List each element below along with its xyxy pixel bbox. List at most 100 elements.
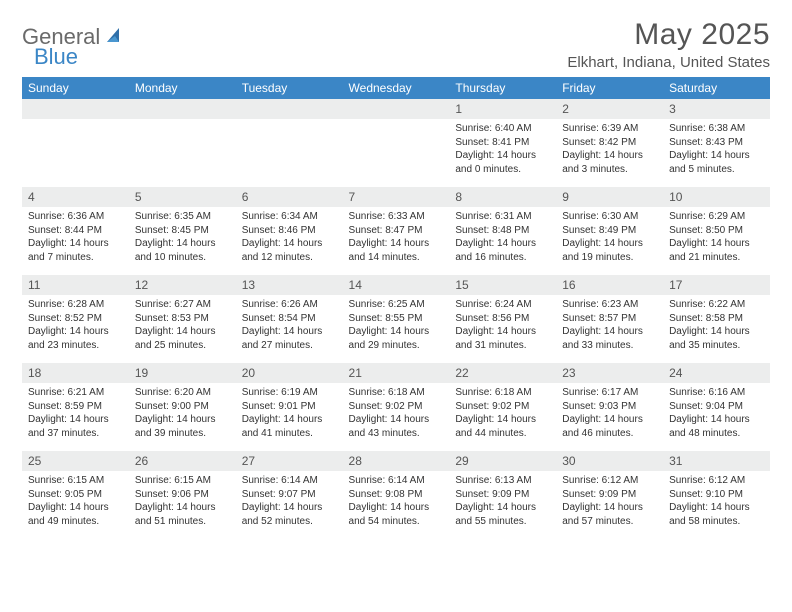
daylight-text: Daylight: 14 hours and 46 minutes. xyxy=(562,413,657,440)
daylight-text: Daylight: 14 hours and 52 minutes. xyxy=(242,501,337,528)
day-number: 14 xyxy=(343,275,450,295)
day-body: Sunrise: 6:18 AMSunset: 9:02 PMDaylight:… xyxy=(343,383,450,444)
calendar-cell: 30Sunrise: 6:12 AMSunset: 9:09 PMDayligh… xyxy=(556,451,663,539)
daylight-text: Daylight: 14 hours and 44 minutes. xyxy=(455,413,550,440)
brand-part2: Blue xyxy=(34,44,78,70)
weekday-header: Wednesday xyxy=(343,77,450,99)
sunset-text: Sunset: 9:02 PM xyxy=(349,400,444,414)
day-body: Sunrise: 6:12 AMSunset: 9:10 PMDaylight:… xyxy=(663,471,770,532)
day-number: 28 xyxy=(343,451,450,471)
calendar-row: 11Sunrise: 6:28 AMSunset: 8:52 PMDayligh… xyxy=(22,275,770,363)
day-number xyxy=(22,99,129,119)
day-number: 24 xyxy=(663,363,770,383)
day-body: Sunrise: 6:13 AMSunset: 9:09 PMDaylight:… xyxy=(449,471,556,532)
sunset-text: Sunset: 8:45 PM xyxy=(135,224,230,238)
calendar-cell: 19Sunrise: 6:20 AMSunset: 9:00 PMDayligh… xyxy=(129,363,236,451)
sunrise-text: Sunrise: 6:17 AM xyxy=(562,386,657,400)
location-text: Elkhart, Indiana, United States xyxy=(567,54,770,71)
sunrise-text: Sunrise: 6:16 AM xyxy=(669,386,764,400)
sunset-text: Sunset: 9:00 PM xyxy=(135,400,230,414)
sunset-text: Sunset: 9:10 PM xyxy=(669,488,764,502)
sunrise-text: Sunrise: 6:38 AM xyxy=(669,122,764,136)
day-body: Sunrise: 6:29 AMSunset: 8:50 PMDaylight:… xyxy=(663,207,770,268)
sunset-text: Sunset: 9:08 PM xyxy=(349,488,444,502)
day-body: Sunrise: 6:28 AMSunset: 8:52 PMDaylight:… xyxy=(22,295,129,356)
day-number: 10 xyxy=(663,187,770,207)
day-number: 7 xyxy=(343,187,450,207)
day-body: Sunrise: 6:24 AMSunset: 8:56 PMDaylight:… xyxy=(449,295,556,356)
daylight-text: Daylight: 14 hours and 49 minutes. xyxy=(28,501,123,528)
sunset-text: Sunset: 9:07 PM xyxy=(242,488,337,502)
weekday-header: Saturday xyxy=(663,77,770,99)
sunset-text: Sunset: 8:55 PM xyxy=(349,312,444,326)
calendar-cell: 2Sunrise: 6:39 AMSunset: 8:42 PMDaylight… xyxy=(556,99,663,187)
sunrise-text: Sunrise: 6:12 AM xyxy=(562,474,657,488)
calendar-cell: 23Sunrise: 6:17 AMSunset: 9:03 PMDayligh… xyxy=(556,363,663,451)
day-number: 12 xyxy=(129,275,236,295)
sunrise-text: Sunrise: 6:40 AM xyxy=(455,122,550,136)
sunrise-text: Sunrise: 6:15 AM xyxy=(135,474,230,488)
day-body: Sunrise: 6:39 AMSunset: 8:42 PMDaylight:… xyxy=(556,119,663,180)
sunrise-text: Sunrise: 6:18 AM xyxy=(455,386,550,400)
daylight-text: Daylight: 14 hours and 35 minutes. xyxy=(669,325,764,352)
sunrise-text: Sunrise: 6:14 AM xyxy=(349,474,444,488)
daylight-text: Daylight: 14 hours and 25 minutes. xyxy=(135,325,230,352)
day-body: Sunrise: 6:21 AMSunset: 8:59 PMDaylight:… xyxy=(22,383,129,444)
daylight-text: Daylight: 14 hours and 7 minutes. xyxy=(28,237,123,264)
day-body: Sunrise: 6:36 AMSunset: 8:44 PMDaylight:… xyxy=(22,207,129,268)
calendar-cell: 6Sunrise: 6:34 AMSunset: 8:46 PMDaylight… xyxy=(236,187,343,275)
day-body: Sunrise: 6:17 AMSunset: 9:03 PMDaylight:… xyxy=(556,383,663,444)
calendar-cell: 17Sunrise: 6:22 AMSunset: 8:58 PMDayligh… xyxy=(663,275,770,363)
daylight-text: Daylight: 14 hours and 3 minutes. xyxy=(562,149,657,176)
day-body: Sunrise: 6:27 AMSunset: 8:53 PMDaylight:… xyxy=(129,295,236,356)
day-body: Sunrise: 6:25 AMSunset: 8:55 PMDaylight:… xyxy=(343,295,450,356)
calendar-cell: 27Sunrise: 6:14 AMSunset: 9:07 PMDayligh… xyxy=(236,451,343,539)
sunset-text: Sunset: 9:01 PM xyxy=(242,400,337,414)
calendar-cell: 7Sunrise: 6:33 AMSunset: 8:47 PMDaylight… xyxy=(343,187,450,275)
day-body: Sunrise: 6:22 AMSunset: 8:58 PMDaylight:… xyxy=(663,295,770,356)
daylight-text: Daylight: 14 hours and 0 minutes. xyxy=(455,149,550,176)
calendar-table: SundayMondayTuesdayWednesdayThursdayFrid… xyxy=(22,77,770,539)
day-body: Sunrise: 6:31 AMSunset: 8:48 PMDaylight:… xyxy=(449,207,556,268)
calendar-row: 18Sunrise: 6:21 AMSunset: 8:59 PMDayligh… xyxy=(22,363,770,451)
day-number: 13 xyxy=(236,275,343,295)
sunrise-text: Sunrise: 6:28 AM xyxy=(28,298,123,312)
daylight-text: Daylight: 14 hours and 16 minutes. xyxy=(455,237,550,264)
sunset-text: Sunset: 9:05 PM xyxy=(28,488,123,502)
calendar-cell xyxy=(236,99,343,187)
day-number: 18 xyxy=(22,363,129,383)
day-body: Sunrise: 6:20 AMSunset: 9:00 PMDaylight:… xyxy=(129,383,236,444)
sunset-text: Sunset: 8:50 PM xyxy=(669,224,764,238)
sunrise-text: Sunrise: 6:14 AM xyxy=(242,474,337,488)
sunset-text: Sunset: 8:58 PM xyxy=(669,312,764,326)
month-title: May 2025 xyxy=(567,18,770,52)
calendar-cell: 25Sunrise: 6:15 AMSunset: 9:05 PMDayligh… xyxy=(22,451,129,539)
day-number: 30 xyxy=(556,451,663,471)
sunset-text: Sunset: 8:48 PM xyxy=(455,224,550,238)
calendar-cell: 29Sunrise: 6:13 AMSunset: 9:09 PMDayligh… xyxy=(449,451,556,539)
day-number xyxy=(343,99,450,119)
daylight-text: Daylight: 14 hours and 55 minutes. xyxy=(455,501,550,528)
calendar-cell: 9Sunrise: 6:30 AMSunset: 8:49 PMDaylight… xyxy=(556,187,663,275)
daylight-text: Daylight: 14 hours and 14 minutes. xyxy=(349,237,444,264)
daylight-text: Daylight: 14 hours and 39 minutes. xyxy=(135,413,230,440)
sunrise-text: Sunrise: 6:22 AM xyxy=(669,298,764,312)
sail-icon xyxy=(102,24,127,50)
day-body: Sunrise: 6:30 AMSunset: 8:49 PMDaylight:… xyxy=(556,207,663,268)
day-number: 31 xyxy=(663,451,770,471)
calendar-cell: 1Sunrise: 6:40 AMSunset: 8:41 PMDaylight… xyxy=(449,99,556,187)
sunrise-text: Sunrise: 6:15 AM xyxy=(28,474,123,488)
daylight-text: Daylight: 14 hours and 54 minutes. xyxy=(349,501,444,528)
daylight-text: Daylight: 14 hours and 48 minutes. xyxy=(669,413,764,440)
day-number: 16 xyxy=(556,275,663,295)
daylight-text: Daylight: 14 hours and 41 minutes. xyxy=(242,413,337,440)
sunrise-text: Sunrise: 6:25 AM xyxy=(349,298,444,312)
sunset-text: Sunset: 8:49 PM xyxy=(562,224,657,238)
day-body: Sunrise: 6:18 AMSunset: 9:02 PMDaylight:… xyxy=(449,383,556,444)
calendar-cell: 4Sunrise: 6:36 AMSunset: 8:44 PMDaylight… xyxy=(22,187,129,275)
calendar-cell xyxy=(129,99,236,187)
day-number: 23 xyxy=(556,363,663,383)
sunrise-text: Sunrise: 6:26 AM xyxy=(242,298,337,312)
calendar-cell: 31Sunrise: 6:12 AMSunset: 9:10 PMDayligh… xyxy=(663,451,770,539)
sunrise-text: Sunrise: 6:20 AM xyxy=(135,386,230,400)
